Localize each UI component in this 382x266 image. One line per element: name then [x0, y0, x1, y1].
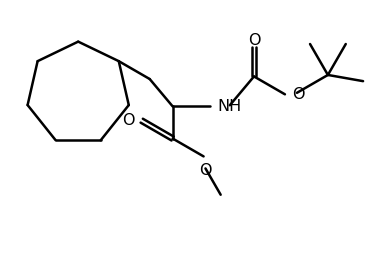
Text: O: O [123, 113, 135, 128]
Text: O: O [248, 33, 260, 48]
Text: O: O [292, 87, 304, 102]
Text: NH: NH [217, 99, 241, 114]
Text: O: O [199, 163, 212, 178]
